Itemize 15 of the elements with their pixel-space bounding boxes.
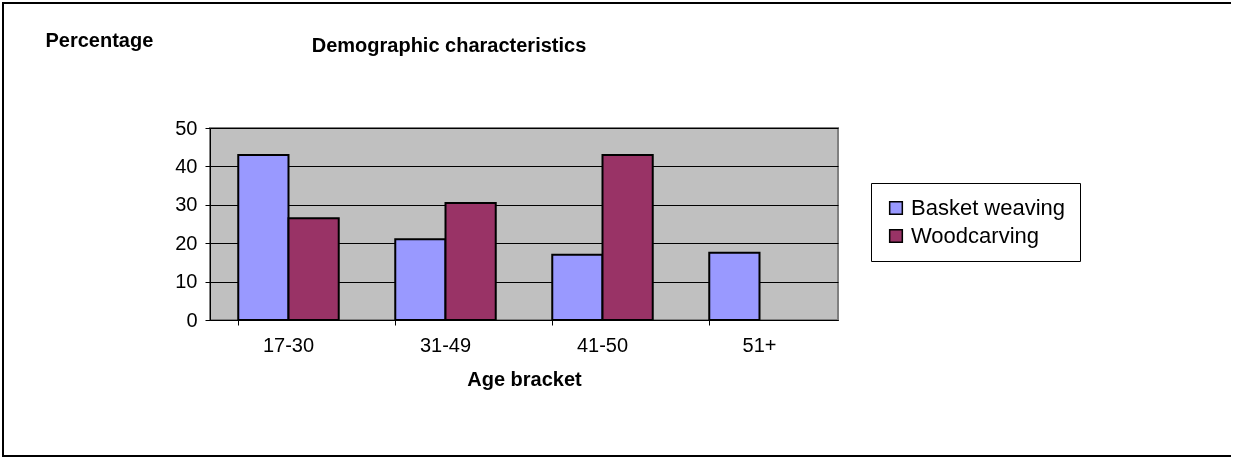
x-tick-label: 31-49 — [419, 333, 472, 356]
y-axis-title: Percentage — [45, 28, 154, 51]
legend-label: Basket weaving — [911, 195, 1066, 220]
y-tick-label: 40 — [175, 154, 198, 177]
x-tick-label: 51+ — [742, 333, 777, 356]
y-tick-label: 0 — [186, 308, 198, 331]
chart-title: Demographic characteristics — [311, 34, 587, 56]
y-tick-label: 30 — [175, 193, 198, 216]
x-tick-label: 41-50 — [576, 333, 629, 356]
y-tick-label: 10 — [175, 270, 198, 293]
y-tick-label: 20 — [175, 231, 198, 254]
x-tick-label: 17-30 — [262, 333, 315, 356]
y-tick-label: 50 — [175, 116, 198, 139]
legend-label: Woodcarving — [911, 223, 1039, 248]
x-axis-title: Age bracket — [467, 367, 583, 390]
